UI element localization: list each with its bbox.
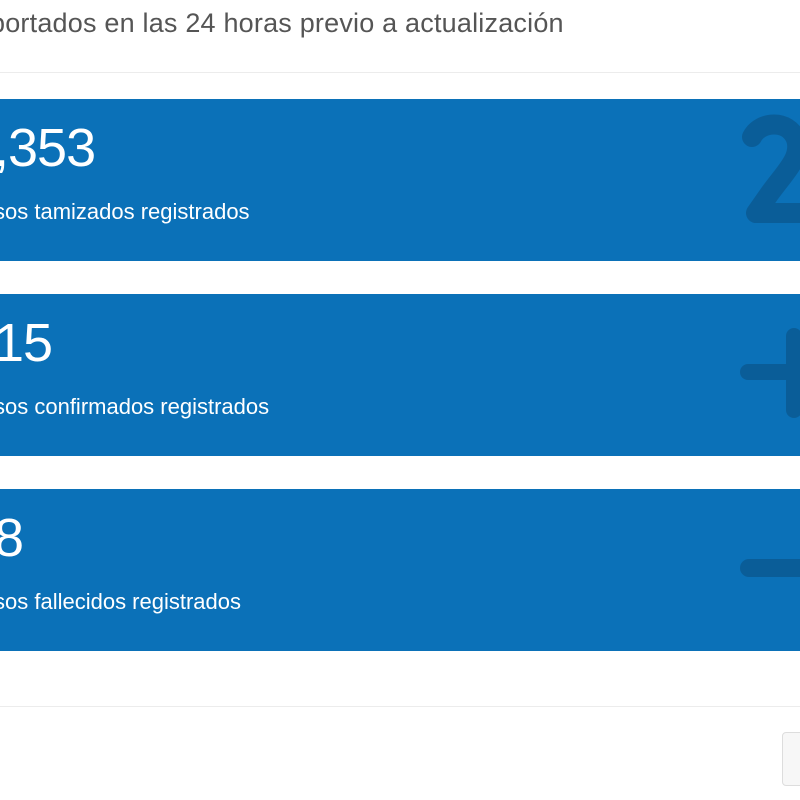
stat-card-confirmados: 15 sos confirmados registrados bbox=[0, 294, 800, 456]
stat-label-tamizados: sos tamizados registrados bbox=[0, 199, 250, 224]
stat-value-tamizados: ,353 bbox=[0, 118, 96, 178]
stat-label-fallecidos: sos fallecidos registrados bbox=[0, 589, 242, 614]
page-subtitle: portados en las 24 horas previo a actual… bbox=[0, 8, 564, 38]
bottom-divider bbox=[0, 706, 800, 707]
stat-card-tamizados: ,353 sos tamizados registrados bbox=[0, 99, 800, 261]
plus-icon bbox=[740, 328, 800, 418]
number-icon bbox=[742, 114, 800, 223]
stat-card-fallecidos: 8 sos fallecidos registrados bbox=[0, 489, 800, 651]
minus-icon bbox=[740, 559, 800, 577]
top-divider bbox=[0, 72, 800, 73]
header-bar: portados en las 24 horas previo a actual… bbox=[0, 0, 800, 72]
stat-value-fallecidos: 8 bbox=[0, 508, 24, 568]
corner-button[interactable] bbox=[782, 732, 800, 786]
stat-value-confirmados: 15 bbox=[0, 313, 53, 373]
stat-label-confirmados: sos confirmados registrados bbox=[0, 394, 270, 419]
